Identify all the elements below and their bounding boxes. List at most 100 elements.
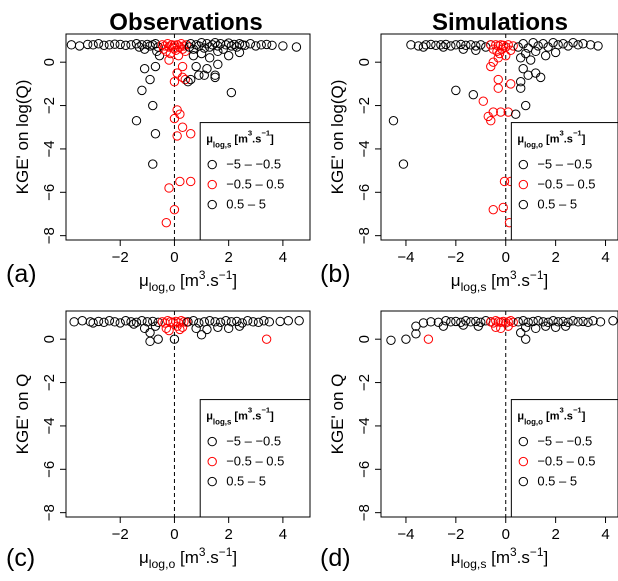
data-point	[513, 42, 523, 52]
data-point	[441, 316, 451, 326]
data-point	[451, 316, 461, 327]
data-point	[223, 38, 234, 48]
data-point	[493, 74, 503, 85]
x-tick-label: 4	[279, 526, 287, 543]
data-point	[145, 336, 155, 347]
data-point	[518, 316, 528, 326]
data-point	[115, 39, 125, 50]
data-point	[176, 39, 186, 49]
legend-label: 0.5 – 5	[226, 197, 266, 212]
data-point	[150, 61, 161, 72]
column-title-simulations: Simulations	[432, 9, 568, 36]
data-point	[129, 319, 139, 329]
data-point	[191, 323, 201, 334]
data-point	[506, 79, 516, 89]
data-point	[237, 318, 247, 328]
data-point	[431, 40, 441, 50]
panel-tag: (a)	[6, 260, 37, 288]
data-point	[520, 334, 531, 344]
data-point	[426, 317, 436, 327]
data-point	[468, 90, 479, 100]
data-point	[471, 41, 481, 51]
y-axis-label: KGE' on Q	[13, 374, 32, 455]
data-point	[131, 39, 142, 49]
data-point	[234, 321, 245, 331]
legend-box	[510, 399, 618, 518]
data-point	[275, 316, 285, 327]
data-point	[413, 41, 424, 51]
legend-box	[510, 122, 618, 241]
data-point	[234, 47, 245, 58]
data-point	[516, 77, 526, 87]
data-point	[186, 74, 196, 85]
data-point	[498, 202, 508, 213]
data-point	[110, 317, 120, 327]
legend: μlog,s [m3.s−1] −5 – −0.5 −0.5 – 0.5 0.5 – …	[199, 399, 311, 518]
legend-label: −0.5 – 0.5	[226, 177, 284, 192]
x-axis-label: μlog,s [m3.s−1]	[451, 545, 548, 571]
data-point	[66, 40, 77, 50]
data-point	[172, 131, 182, 141]
y-tick-label: 0	[356, 335, 373, 343]
data-point	[120, 316, 131, 326]
plot-frame	[380, 33, 618, 241]
data-point	[210, 72, 220, 83]
y-tick-label: −4	[356, 417, 373, 434]
data-point	[540, 50, 551, 61]
legend-marker	[518, 456, 529, 467]
column-title-observations: Observations	[109, 9, 262, 36]
data-point	[164, 325, 174, 336]
legend-marker	[207, 436, 217, 447]
legend-label: −0.5 – 0.5	[537, 177, 595, 192]
data-point	[578, 316, 588, 327]
data-point	[560, 321, 571, 331]
legend-label: −0.5 – 0.5	[537, 454, 595, 469]
data-point	[175, 176, 185, 187]
data-point	[491, 322, 501, 332]
data-point	[471, 316, 481, 327]
data-point	[126, 317, 136, 327]
data-point	[588, 316, 598, 326]
y-axis-label: KGE' on log(Q)	[328, 80, 347, 195]
data-point	[451, 85, 461, 96]
data-point	[248, 317, 258, 327]
data-point	[558, 39, 568, 49]
data-point	[253, 317, 264, 327]
data-point	[115, 318, 125, 328]
data-point	[458, 320, 469, 330]
x-tick-label: −2	[112, 526, 129, 543]
data-point	[423, 334, 434, 344]
data-point	[93, 316, 104, 327]
data-point	[245, 39, 256, 49]
data-point	[473, 321, 483, 331]
x-tick-label: 4	[601, 249, 609, 266]
panel-a: −2 0 2 4 −8 −6 −4 −2 0 μlog,o [m3.s−1] KGE' on log…	[6, 33, 311, 294]
data-point	[501, 50, 511, 61]
data-point	[506, 316, 516, 326]
data-point	[488, 204, 498, 215]
data-point	[388, 116, 399, 126]
data-point	[188, 50, 199, 61]
x-tick-label: 2	[224, 526, 232, 543]
data-point	[558, 316, 568, 327]
data-point	[223, 50, 234, 61]
data-point	[498, 316, 508, 327]
data-point	[204, 316, 215, 326]
data-point	[226, 317, 237, 327]
data-point	[99, 317, 109, 327]
data-point	[518, 63, 528, 74]
y-tick-label: −6	[41, 461, 58, 478]
data-point	[538, 39, 548, 49]
x-tick-label: −2	[112, 249, 129, 266]
data-point	[99, 40, 109, 50]
data-point	[77, 316, 87, 326]
data-point	[261, 39, 272, 50]
data-point	[169, 334, 180, 344]
data-point	[451, 40, 461, 50]
data-point	[595, 317, 606, 327]
legend-title: μlog,s [m3.s−1]	[206, 406, 274, 427]
data-point	[204, 53, 215, 63]
data-point	[145, 74, 155, 85]
legend-title: μlog,o [m3.s−1]	[517, 129, 585, 150]
x-tick-label: 2	[224, 249, 232, 266]
